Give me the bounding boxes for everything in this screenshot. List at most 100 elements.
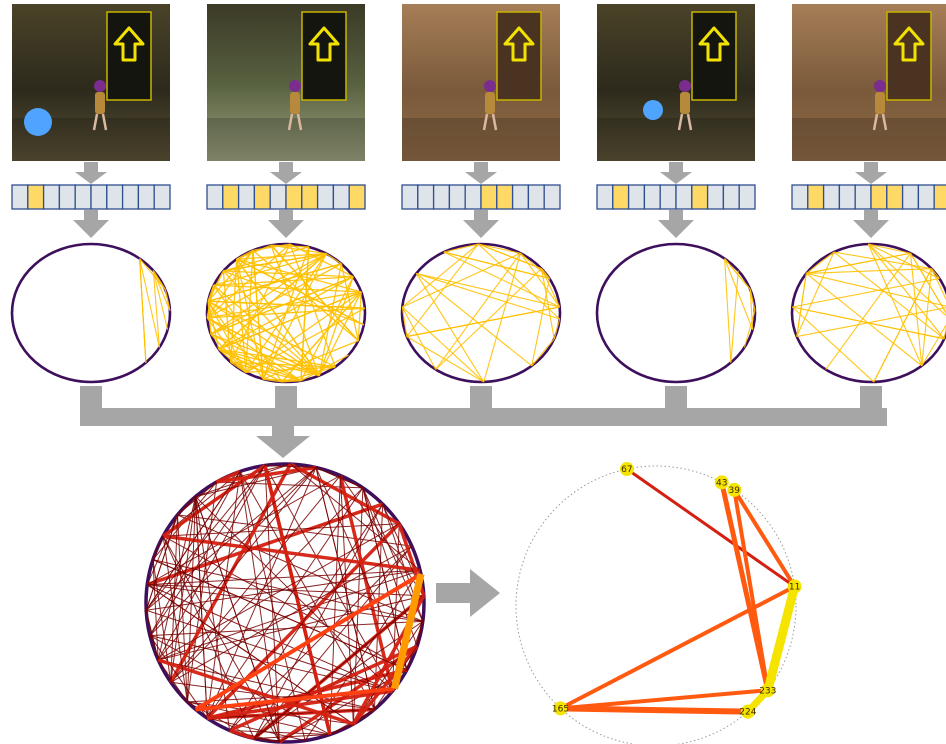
vector-cell (448, 184, 466, 210)
graph-edge (406, 243, 479, 337)
graph-edge (263, 378, 301, 382)
graph-edge (289, 243, 336, 368)
node-224: 224 (739, 704, 757, 719)
flow-arrow-down (855, 162, 887, 184)
graph-edge (281, 366, 336, 383)
graph-edge (152, 270, 166, 290)
graph-edge (867, 243, 945, 340)
graph-edge (724, 258, 754, 330)
vector-cell (58, 184, 76, 210)
selected-edge (732, 487, 797, 589)
merged-graph-edge (147, 569, 421, 586)
graph-edge (325, 253, 342, 265)
graph-edge (245, 307, 366, 373)
graph-edge (743, 310, 756, 348)
selected-edge (763, 582, 800, 695)
circular-graph (205, 242, 367, 384)
merged-graph-edge (229, 545, 413, 731)
graph-edge (921, 324, 946, 367)
vector-cell (496, 184, 514, 210)
graph-edge (152, 270, 169, 330)
vector-cell (917, 184, 935, 210)
activation-vector (11, 184, 171, 210)
merged-graph-edge (253, 734, 331, 740)
node-marker (553, 701, 568, 716)
vector-cell (675, 184, 693, 210)
vector-cell (643, 184, 661, 210)
flow-arrow-down (75, 162, 107, 184)
graph-edge (931, 268, 946, 301)
graph-edge (867, 243, 923, 367)
node-label: 11 (789, 583, 800, 593)
merged-graph-edge (253, 595, 425, 739)
vector-cell (206, 184, 224, 210)
graph-edge (213, 276, 354, 286)
graph-edge (139, 258, 147, 363)
floor (207, 118, 365, 161)
merged-graph-edge (352, 645, 419, 726)
graph-edge (792, 306, 945, 340)
activation-vector (206, 184, 366, 210)
graph-edge (271, 244, 309, 248)
vector-cell (121, 184, 140, 210)
merged-graph-edge (170, 514, 179, 683)
merge-connector-bar (80, 408, 887, 426)
graph-edge (222, 270, 232, 363)
graph-edge (868, 243, 940, 279)
graph-edge (164, 289, 171, 311)
graph-edge (230, 243, 291, 363)
graph-edge (401, 243, 479, 308)
vector-cell (480, 184, 498, 210)
vector-cell (612, 184, 630, 210)
graph-edge (207, 249, 254, 302)
vector-cell (27, 184, 45, 210)
vector-cell (511, 184, 530, 210)
merged-graph-edge (170, 545, 413, 683)
graph-edge (230, 361, 302, 382)
graph-edge (401, 306, 437, 370)
graph-edge (207, 300, 320, 377)
up-arrow-sign (893, 26, 925, 62)
doorway (497, 12, 541, 100)
merged-graph-edge (145, 514, 178, 611)
vector-cell (417, 184, 435, 210)
graph-edge (152, 270, 160, 348)
graph-edge (207, 285, 215, 302)
merged-graph-edge (157, 658, 354, 726)
graph-edge (210, 253, 327, 335)
scene-frame (12, 4, 170, 161)
merged-graph-edge (391, 573, 425, 690)
graph-edge (796, 307, 946, 338)
graph-circle (400, 242, 562, 384)
graph-edge (478, 243, 542, 270)
vector-cell (401, 184, 419, 210)
graph-edge (207, 270, 224, 302)
merged-graph-edge (147, 584, 393, 692)
merge-connector-stem (80, 386, 102, 410)
activation-vector (401, 184, 561, 210)
graph-edge (223, 252, 327, 272)
graph-edge (218, 348, 247, 373)
doorway (302, 12, 346, 100)
doorway-frame (106, 11, 152, 101)
node-marker (787, 579, 802, 594)
flow-arrow-down (73, 210, 109, 238)
vector-cell (706, 184, 725, 210)
graph-edge (805, 272, 923, 367)
vector-cell (527, 184, 545, 210)
node-label: 67 (621, 465, 632, 475)
graph-edge (139, 258, 160, 348)
graph-edge (806, 252, 911, 274)
node-label: 224 (739, 708, 756, 718)
graph-edge (139, 258, 166, 290)
node-marker (619, 462, 634, 477)
up-arrow-sign (503, 26, 535, 62)
merged-graph-edge (162, 534, 421, 573)
merged-graph-edge (146, 584, 354, 725)
merged-graph-edge (290, 463, 421, 571)
activation-vector (596, 184, 756, 210)
flow-arrow-down (853, 210, 889, 238)
graph-edge (245, 366, 336, 374)
graph-circle (10, 242, 172, 384)
graph-edge (210, 276, 354, 335)
